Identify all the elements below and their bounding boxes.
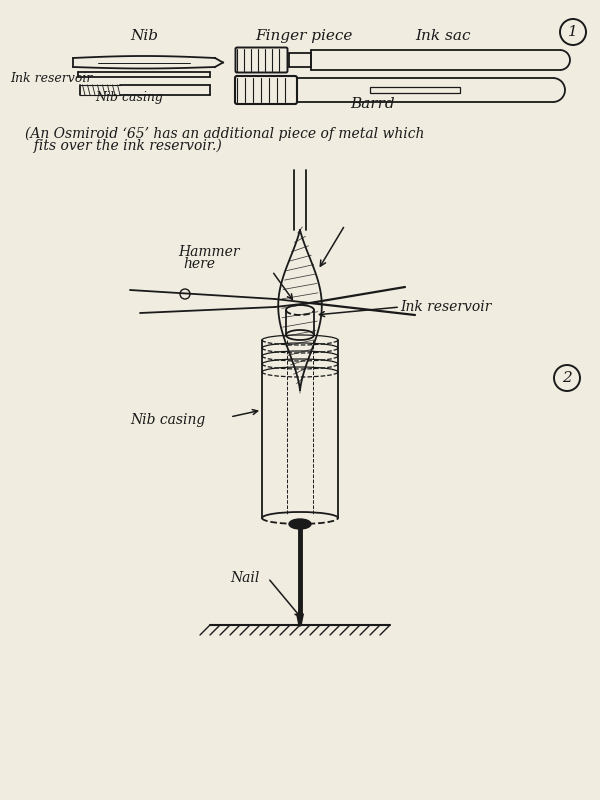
Text: here: here	[183, 257, 215, 271]
Bar	[370, 87, 460, 93]
Text: Nail: Nail	[230, 571, 259, 585]
Text: Nib casing: Nib casing	[95, 90, 163, 103]
Text: Finger piece: Finger piece	[255, 29, 352, 43]
Text: Ink reservoir: Ink reservoir	[10, 71, 92, 85]
Text: Ink sac: Ink sac	[415, 29, 470, 43]
Text: 1: 1	[568, 25, 578, 39]
Text: Ink reservoir: Ink reservoir	[400, 300, 491, 314]
Text: fits over the ink reservoir.): fits over the ink reservoir.)	[25, 139, 222, 153]
Text: Barrd: Barrd	[350, 97, 395, 111]
Text: (An Osmiroid ‘65’ has an additional piece of metal which: (An Osmiroid ‘65’ has an additional piec…	[25, 127, 424, 141]
Text: Nib: Nib	[130, 29, 158, 43]
Text: Hammer: Hammer	[178, 245, 239, 259]
Ellipse shape	[289, 519, 311, 529]
Text: Nib casing: Nib casing	[130, 413, 205, 427]
Text: 2: 2	[562, 371, 572, 385]
